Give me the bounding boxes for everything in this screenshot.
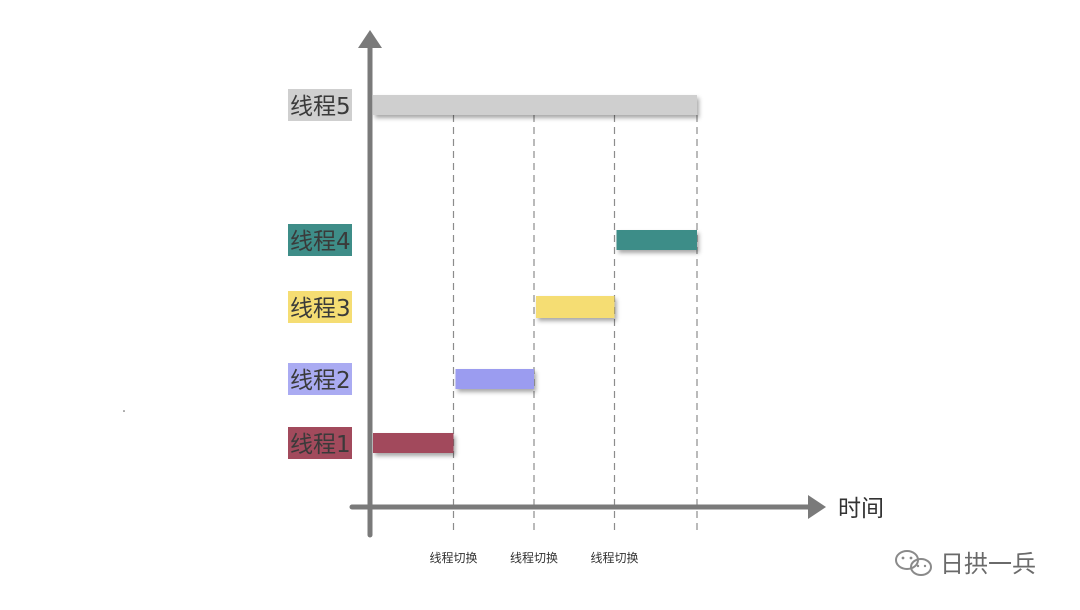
- thread-label-swatch: [288, 224, 352, 256]
- x-axis-label: 时间: [838, 496, 884, 522]
- thread-label: 线程4: [290, 229, 351, 255]
- thread-bar: [536, 296, 615, 318]
- time-slice-guides: [452, 115, 698, 535]
- switch-label: 线程切换: [510, 550, 558, 565]
- thread-label-swatch: [288, 427, 352, 459]
- thread-label: 线程3: [290, 296, 351, 322]
- thread-label-group: 线程4: [288, 224, 352, 256]
- thread-label-group: 线程2: [288, 363, 352, 395]
- switch-label: 线程切换: [429, 550, 477, 565]
- thread-label: 线程1: [290, 432, 351, 458]
- y-axis: [358, 30, 382, 538]
- switch-labels: 线程切换 线程切换 线程切换: [429, 550, 638, 565]
- thread-bar: [455, 369, 534, 389]
- thread-label-swatch: [288, 291, 352, 323]
- switch-label: 线程切换: [590, 550, 638, 565]
- thread-label-swatch: [288, 363, 352, 395]
- thread-bar: [373, 433, 454, 453]
- thread-label-swatch: [288, 89, 352, 121]
- thread-label-group: 线程1: [288, 427, 352, 459]
- watermark: 日拱一兵: [895, 550, 1036, 578]
- thread-labels: 线程1 线程2 线程3 线程4 线程5: [288, 89, 352, 459]
- stray-dot: [123, 410, 125, 412]
- thread-bar: [373, 95, 697, 115]
- thread-bar: [616, 230, 697, 250]
- thread-label: 线程5: [290, 94, 351, 120]
- thread-label-group: 线程3: [288, 291, 352, 323]
- thread-bars: [373, 95, 697, 453]
- x-axis: [349, 495, 826, 519]
- watermark-text: 日拱一兵: [940, 550, 1036, 578]
- thread-label: 线程2: [290, 368, 351, 394]
- thread-label-group: 线程5: [288, 89, 352, 121]
- wechat-icon: [895, 550, 932, 576]
